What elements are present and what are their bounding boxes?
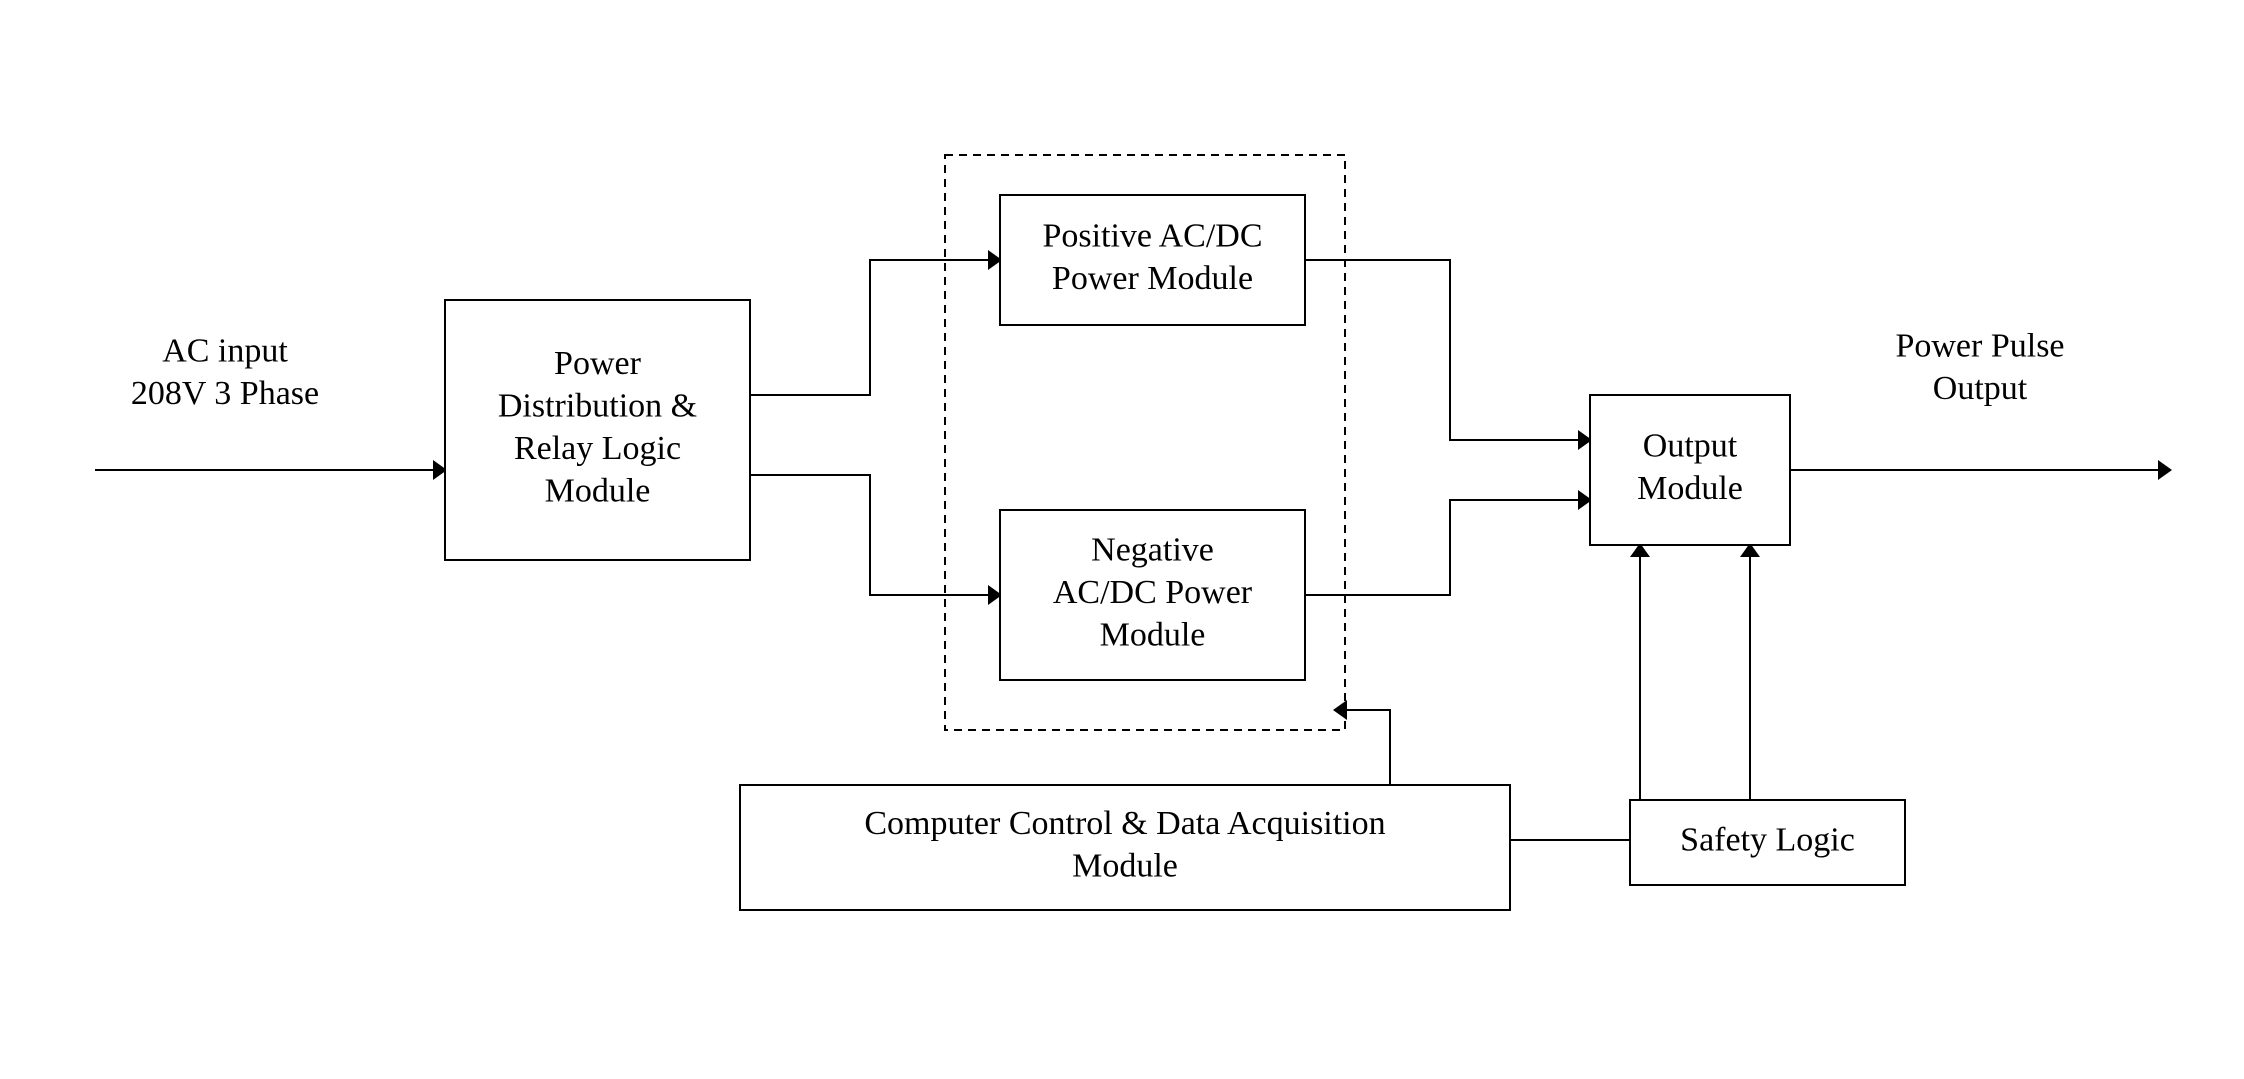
label-power_dist-line0: Power — [554, 345, 642, 382]
label-power_dist-line1: Distribution & — [498, 388, 697, 425]
edge-pd-to-pos — [750, 260, 1000, 395]
edge-neg-to-out — [1305, 500, 1590, 595]
label-pos_acdc-line0: Positive AC/DC — [1042, 218, 1262, 255]
label-neg_acdc-line1: AC/DC Power — [1053, 574, 1253, 611]
edge-cc-to-dashed — [1335, 710, 1390, 785]
block-diagram: AC input 208V 3 Phase Power Distribution & R… — [0, 0, 2244, 1079]
edge-pos-to-out — [1305, 260, 1590, 440]
label-power_pulse_label-line1: Output — [1933, 370, 2028, 407]
label-computer_control-line1: Module — [1072, 848, 1178, 885]
label-pos_acdc-line1: Power Module — [1052, 260, 1253, 297]
label-ac_input_label-line1: 208V 3 Phase — [131, 375, 319, 412]
edge-pd-to-neg — [750, 475, 1000, 595]
edge-cc-to-out — [1510, 545, 1640, 840]
label-safety_logic-line0: Safety Logic — [1680, 821, 1855, 858]
label-computer_control-line0: Computer Control & Data Acquisition — [864, 805, 1385, 842]
label-output_module-line0: Output — [1643, 428, 1738, 465]
label-power_pulse_label-line0: Power Pulse — [1895, 328, 2064, 365]
label-neg_acdc-line2: Module — [1100, 616, 1206, 653]
label-power_dist-line2: Relay Logic — [514, 430, 681, 467]
label-power_dist-line3: Module — [545, 473, 651, 510]
label-ac_input_label-line0: AC input — [162, 333, 288, 370]
label-output_module-line1: Module — [1637, 470, 1743, 507]
label-neg_acdc-line0: Negative — [1091, 531, 1214, 568]
